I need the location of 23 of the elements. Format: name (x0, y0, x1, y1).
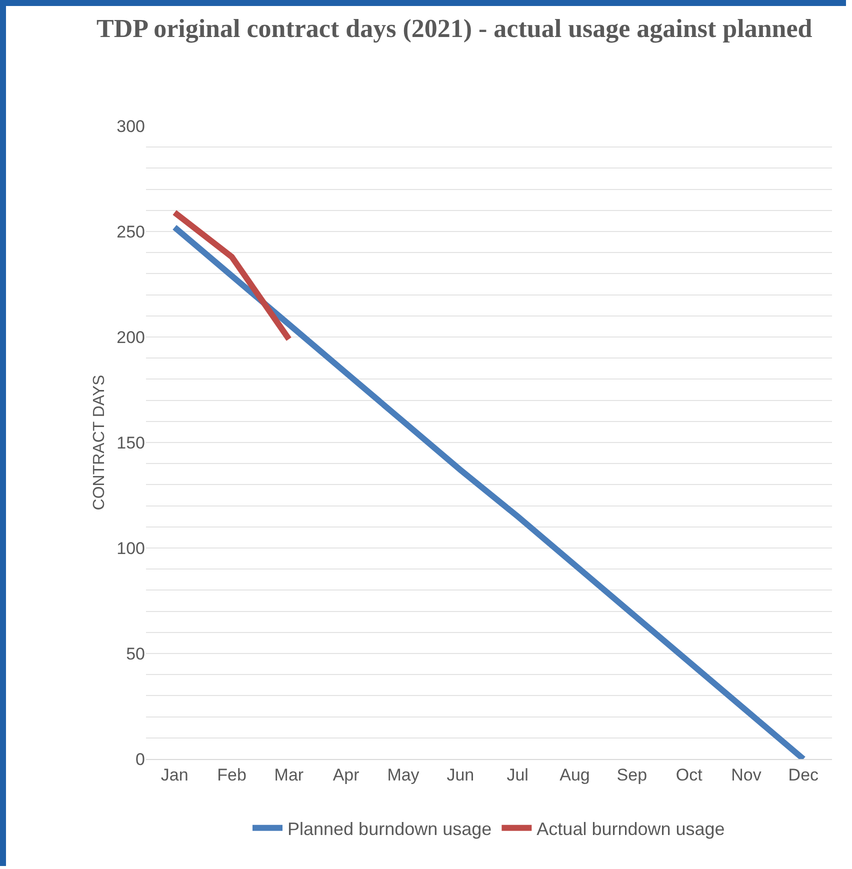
x-tick-label: Sep (616, 765, 648, 784)
x-tick-label: May (387, 765, 420, 784)
y-tick-label: 250 (116, 222, 145, 242)
legend-label: Actual burndown usage (536, 818, 725, 839)
y-tick-label: 300 (116, 116, 145, 136)
y-tick-label: 100 (116, 538, 145, 558)
x-tick-label: Jan (160, 765, 188, 784)
x-tick-label: Apr (332, 765, 360, 784)
x-tick-label: Aug (560, 765, 590, 784)
x-tick-label: Dec (788, 765, 820, 784)
y-tick-label: 50 (126, 644, 145, 664)
y-tick-label: 200 (116, 328, 145, 347)
x-tick-label: Mar (274, 765, 304, 784)
x-tick-label: Feb (217, 765, 246, 784)
x-tick-label: Jul (506, 765, 528, 784)
x-tick-label: Jun (446, 765, 474, 784)
y-tick-label: 150 (116, 433, 145, 452)
x-tick-label: Nov (731, 765, 762, 784)
chart-title: TDP original contract days (2021) - actual usage against planned (96, 14, 813, 44)
y-axis-title: CONTRACT DAYS (91, 374, 108, 510)
x-tick-label: Oct (676, 765, 703, 784)
y-tick-label: 0 (136, 750, 145, 769)
legend-label: Planned burndown usage (288, 818, 492, 839)
